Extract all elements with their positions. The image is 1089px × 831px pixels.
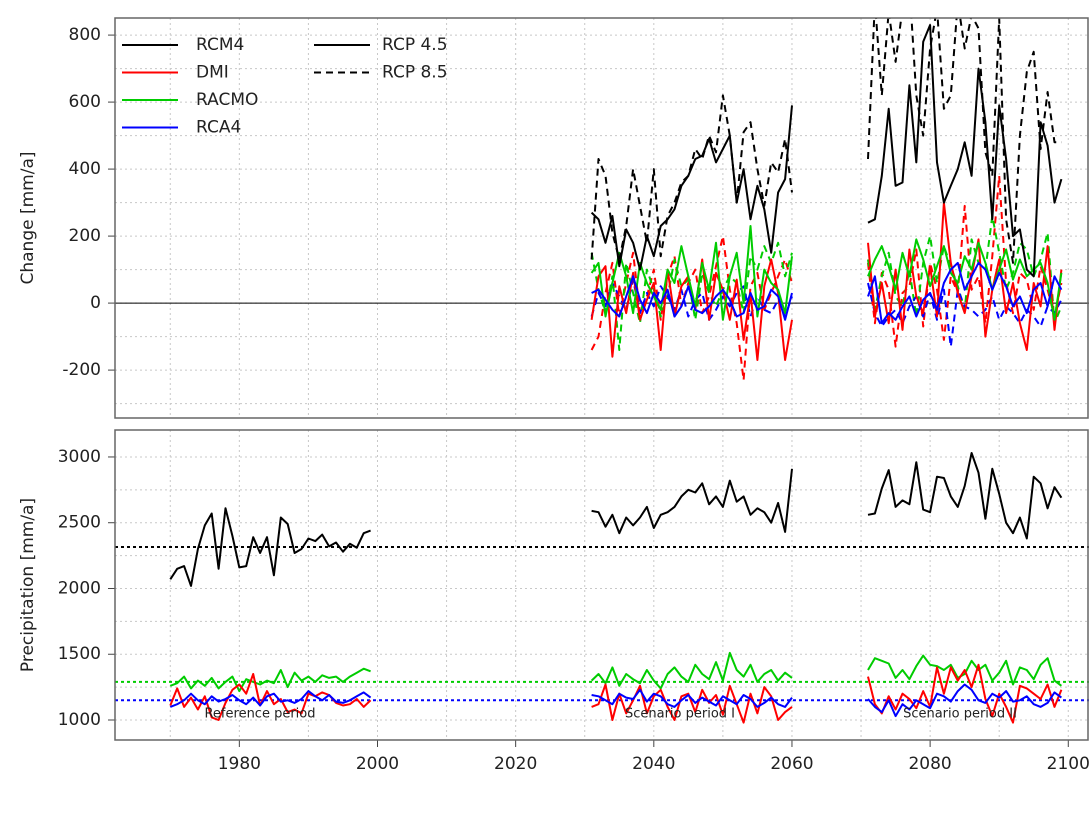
x-tick-label: 2000 <box>356 754 399 774</box>
y-tick-label: 1500 <box>58 644 101 664</box>
data-line <box>169 683 1063 718</box>
x-tick-label: 2100 <box>1047 754 1089 774</box>
series-group <box>590 18 1063 382</box>
legend-label: RCP 4.5 <box>382 35 448 55</box>
y-tick-label: 0 <box>90 293 101 313</box>
legend-label: DMI <box>196 63 229 83</box>
x-tick-label: 2080 <box>908 754 951 774</box>
data-line <box>591 261 1063 325</box>
legend-label: RCP 8.5 <box>382 63 448 83</box>
y-tick-label: 2000 <box>58 578 101 598</box>
y-tick-label: 200 <box>69 226 101 246</box>
plot-background <box>115 18 1089 418</box>
x-tick-label: 2060 <box>770 754 813 774</box>
y-tick-label: 1000 <box>58 710 101 730</box>
legend-label: RACMO <box>196 90 258 110</box>
legend-label: RCA4 <box>196 118 241 138</box>
x-tick-label: 1980 <box>218 754 261 774</box>
y-tick-label: 600 <box>69 92 101 112</box>
y-tick-label: -200 <box>62 360 101 380</box>
data-line <box>169 651 1063 693</box>
data-line <box>169 452 1063 587</box>
annotation: Scenario period I <box>625 707 735 722</box>
series-group <box>169 452 1063 724</box>
plot-frame <box>114 17 1089 419</box>
data-line <box>169 663 1063 724</box>
x-tick-label: 2040 <box>632 754 675 774</box>
annotation: Scenario period II <box>903 707 1017 722</box>
y-tick-label: 800 <box>69 25 101 45</box>
data-line <box>590 278 1063 348</box>
plot-background <box>115 430 1089 740</box>
data-line <box>590 24 1063 278</box>
plot-frame <box>114 429 1089 741</box>
y-tick-label: 3000 <box>58 447 101 467</box>
y-tick-label: 400 <box>69 159 101 179</box>
y-tick-label: 2500 <box>58 513 101 533</box>
annotation: Reference period <box>204 707 315 722</box>
y-axis-label: Change [mm/a] <box>18 151 38 284</box>
x-tick-label: 2020 <box>494 754 537 774</box>
y-axis-label: Precipitation [mm/a] <box>18 498 38 672</box>
legend-label: RCM4 <box>196 35 244 55</box>
